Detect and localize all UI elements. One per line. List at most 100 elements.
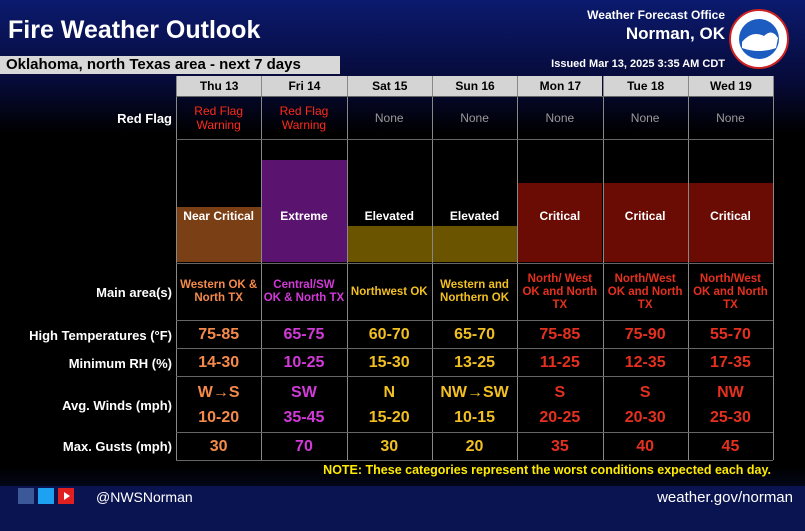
wind-speed: 15-20 (368, 409, 410, 426)
main-area: Central/SW OK & North TX (263, 279, 345, 304)
main-area: Western OK & North TX (180, 279, 258, 304)
row-label: Avg. Winds (mph) (62, 397, 172, 413)
gusts: 45 (721, 437, 740, 455)
min-rh: 13-25 (454, 354, 495, 371)
row-label: Main area(s) (96, 284, 172, 300)
wind-dir: N (383, 384, 396, 401)
handle: @NWSNorman (96, 489, 193, 505)
wind-speed: 10-15 (454, 409, 495, 426)
min-rh: 14-30 (198, 354, 240, 371)
category: Elevated (364, 209, 414, 223)
category: Critical (710, 209, 751, 223)
red-flag: Red Flag Warning (194, 104, 243, 132)
category: Near Critical (183, 209, 254, 223)
grid-line (346, 76, 348, 460)
day-header: Wed 19 (688, 76, 774, 96)
social-icons (18, 488, 74, 504)
grid-line (176, 320, 773, 321)
grid-line (602, 76, 604, 460)
grid-line (176, 348, 773, 349)
title: Fire Weather Outlook (8, 16, 261, 44)
url: weather.gov/norman (657, 489, 793, 506)
category-bar (177, 207, 262, 262)
category-bar (432, 226, 518, 262)
gusts: 35 (550, 437, 569, 455)
high-temps: 65-70 (454, 326, 495, 343)
category-bar (262, 160, 347, 262)
grid-line (176, 376, 773, 377)
footer (0, 486, 805, 531)
issued: Issued Mar 13, 2025 3:35 AM CDT (551, 58, 725, 70)
grid-line (261, 76, 263, 460)
red-flag: None (460, 111, 489, 125)
grid-line (176, 96, 773, 97)
min-rh: 11-25 (539, 354, 580, 371)
gusts: 40 (636, 437, 655, 455)
wind-speed: 25-30 (709, 409, 751, 426)
grid-line (687, 76, 689, 460)
subtitle: Oklahoma, north Texas area - next 7 days (6, 56, 301, 73)
wind-speed: 10-20 (198, 409, 240, 426)
grid-line (517, 76, 519, 460)
day-header: Mon 17 (518, 76, 603, 96)
category-bar (347, 226, 432, 262)
category-bar (518, 183, 603, 262)
main-area: Western and Northern OK (440, 279, 510, 304)
row-label: Red Flag (117, 110, 172, 126)
gusts: 20 (465, 437, 484, 455)
wind-dir: S (639, 384, 651, 401)
category: Extreme (280, 209, 328, 223)
red-flag: Red Flag Warning (279, 104, 329, 132)
category: Critical (624, 209, 666, 223)
wind-dir: NW→SW (440, 384, 509, 401)
wind-speed: 20-30 (624, 409, 666, 426)
high-temps: 60-70 (368, 326, 410, 343)
gusts: 30 (380, 437, 399, 455)
grid-line (176, 263, 773, 264)
day-header: Sun 16 (432, 76, 518, 96)
category-bar (603, 183, 688, 262)
row-label: Minimum RH (%) (68, 355, 172, 371)
high-temps: 75-85 (198, 326, 240, 343)
day-header: Thu 13 (177, 76, 262, 96)
grid-line (773, 76, 775, 460)
high-temps: 65-75 (283, 326, 325, 343)
red-flag: None (545, 111, 575, 125)
main-area: North/ West OK and North TX (522, 272, 598, 311)
row-label: Max. Gusts (mph) (62, 439, 172, 454)
main-area: North/West OK and North TX (693, 272, 768, 311)
grid-line (176, 460, 773, 461)
row-label: High Temperatures (°F) (29, 327, 172, 343)
min-rh: 12-35 (624, 354, 666, 371)
wind-dir: NW (717, 384, 744, 401)
min-rh: 10-25 (283, 354, 325, 371)
subtitle-band (0, 56, 340, 74)
red-flag: None (716, 111, 745, 125)
category: Elevated (449, 209, 500, 223)
day-header: Fri 14 (262, 76, 347, 96)
logo (729, 9, 789, 69)
min-rh: 17-35 (709, 354, 751, 371)
note: NOTE: These categories represent the wor… (323, 463, 771, 477)
gusts: 30 (209, 437, 228, 455)
gusts: 70 (295, 437, 313, 455)
main-area: Northwest OK (350, 285, 428, 298)
wind-speed: 35-45 (283, 409, 325, 426)
category: Critical (539, 209, 581, 223)
high-temps: 75-85 (539, 326, 581, 343)
grid-line (176, 76, 177, 460)
day-header: Sat 15 (347, 76, 432, 96)
wind-dir: S (554, 384, 566, 401)
min-rh: 15-30 (368, 354, 410, 371)
wind-dir: W→S (197, 384, 240, 401)
day-header: Tue 18 (603, 76, 688, 96)
wind-speed: 20-25 (539, 409, 581, 426)
high-temps: 75-90 (624, 326, 666, 343)
office: Weather Forecast Office (587, 8, 725, 22)
red-flag: None (630, 111, 660, 125)
wind-dir: SW (291, 384, 317, 401)
grid-line (176, 139, 773, 140)
grid-line (431, 76, 433, 460)
high-temps: 55-70 (709, 326, 751, 343)
